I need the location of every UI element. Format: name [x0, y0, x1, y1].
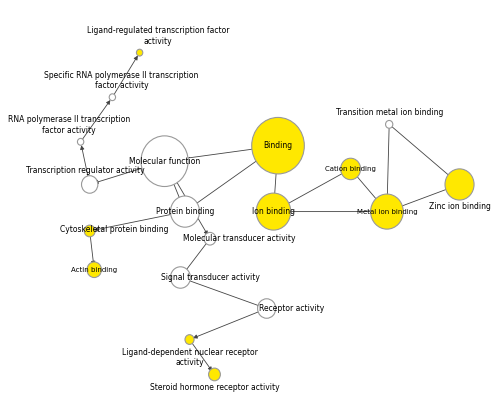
Text: Cytoskeletal protein binding: Cytoskeletal protein binding	[60, 224, 169, 234]
Ellipse shape	[141, 136, 188, 187]
Text: Actin binding: Actin binding	[71, 267, 118, 273]
Text: Ligand-regulated transcription factor
activity: Ligand-regulated transcription factor ac…	[86, 26, 229, 46]
Ellipse shape	[445, 169, 474, 200]
Text: Molecular function: Molecular function	[129, 157, 200, 166]
Ellipse shape	[185, 335, 194, 344]
Ellipse shape	[258, 299, 276, 318]
Ellipse shape	[87, 262, 102, 277]
Text: Transition metal ion binding: Transition metal ion binding	[336, 108, 443, 117]
Ellipse shape	[386, 121, 393, 128]
Ellipse shape	[170, 196, 200, 227]
Text: Metal ion binding: Metal ion binding	[356, 209, 417, 215]
Ellipse shape	[204, 232, 216, 245]
Ellipse shape	[109, 94, 116, 101]
Ellipse shape	[82, 176, 98, 193]
Ellipse shape	[252, 117, 304, 174]
Text: Ligand-dependent nuclear receptor
activity: Ligand-dependent nuclear receptor activi…	[122, 348, 258, 367]
Ellipse shape	[370, 194, 404, 229]
Text: Binding: Binding	[264, 141, 292, 150]
Text: Zinc ion binding: Zinc ion binding	[428, 202, 490, 211]
Ellipse shape	[256, 193, 290, 230]
Text: Specific RNA polymerase II transcription
factor activity: Specific RNA polymerase II transcription…	[44, 71, 199, 90]
Text: Protein binding: Protein binding	[156, 207, 214, 216]
Text: Cation binding: Cation binding	[325, 166, 376, 172]
Ellipse shape	[78, 139, 84, 145]
Text: Transcription regulator activity: Transcription regulator activity	[26, 166, 144, 175]
Ellipse shape	[84, 225, 95, 237]
Text: Receptor activity: Receptor activity	[259, 304, 324, 313]
Ellipse shape	[340, 158, 360, 179]
Text: Ion binding: Ion binding	[252, 207, 295, 216]
Text: RNA polymerase II transcription
factor activity: RNA polymerase II transcription factor a…	[8, 115, 130, 135]
Text: Steroid hormone receptor activity: Steroid hormone receptor activity	[150, 383, 280, 392]
Ellipse shape	[208, 368, 220, 381]
Text: Signal transducer activity: Signal transducer activity	[160, 273, 260, 282]
Ellipse shape	[170, 267, 190, 288]
Text: Molecular transducer activity: Molecular transducer activity	[183, 234, 296, 243]
Ellipse shape	[136, 49, 143, 56]
